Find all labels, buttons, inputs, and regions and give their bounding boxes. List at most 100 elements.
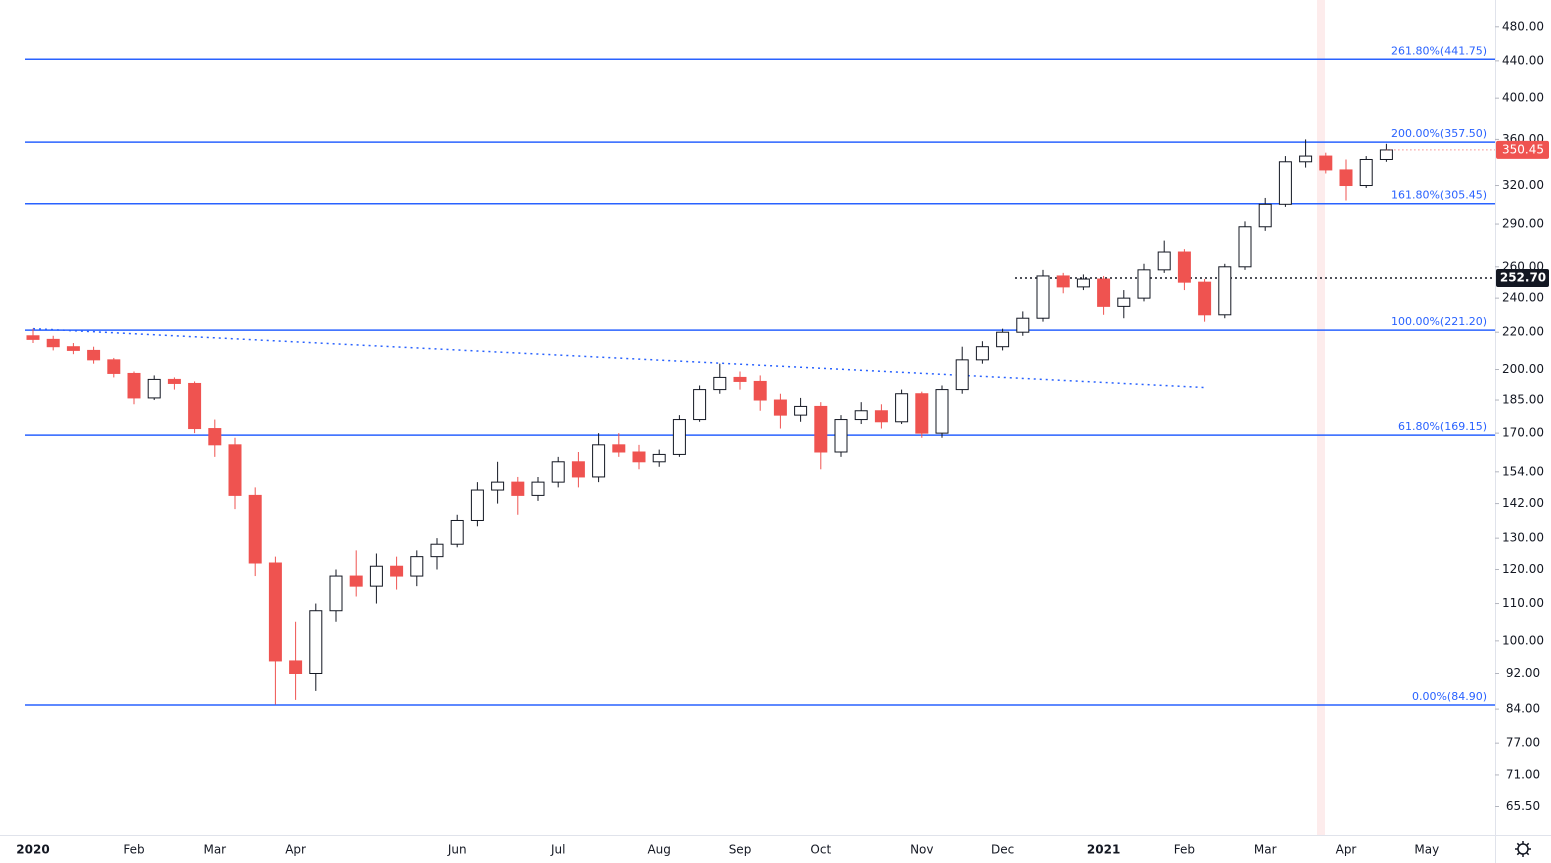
x-tick-label: Sep — [729, 843, 752, 857]
candle-body — [652, 453, 666, 463]
candle-body — [167, 378, 181, 384]
fib-label: 261.80%(441.75) — [1391, 44, 1487, 57]
candle-body — [491, 481, 505, 491]
y-tick-label: 220.00 — [1502, 325, 1544, 339]
fib-label: 100.00%(221.20) — [1391, 315, 1487, 328]
x-tick-label: Nov — [910, 843, 933, 857]
candle-body — [1157, 251, 1171, 271]
y-tick-label: 100.00 — [1502, 633, 1544, 647]
candle-body — [955, 359, 969, 391]
y-tick-label: 240.00 — [1502, 291, 1544, 305]
y-tick-label: 65.50 — [1506, 799, 1540, 813]
candle-body — [1177, 251, 1191, 283]
candle-body — [1076, 278, 1090, 288]
x-tick-label: Mar — [1254, 843, 1277, 857]
y-tick-label: 185.00 — [1502, 393, 1544, 407]
candle-body — [1238, 226, 1252, 268]
candle-body — [975, 346, 989, 361]
candle-body — [1218, 266, 1232, 316]
y-tick-label: 110.00 — [1502, 596, 1544, 610]
y-tick-label: 120.00 — [1502, 562, 1544, 576]
candle-body — [531, 481, 545, 496]
gear-teeth[interactable] — [1515, 841, 1531, 857]
y-tick-label: 71.00 — [1506, 767, 1540, 781]
candle-body — [127, 372, 141, 399]
candle-body — [1198, 281, 1212, 316]
candle-body — [895, 393, 909, 423]
candle-body — [208, 428, 222, 446]
candle-body — [773, 399, 787, 416]
candle-body — [713, 376, 727, 391]
candle-body — [1278, 161, 1292, 205]
candle-body — [1319, 155, 1333, 171]
candle-body — [1016, 317, 1030, 333]
candle-body — [188, 382, 202, 430]
x-tick-label: Dec — [991, 843, 1014, 857]
candle-body — [1117, 297, 1131, 307]
candle-body — [329, 575, 343, 612]
candle-body — [996, 331, 1010, 348]
candle-body — [1379, 149, 1393, 160]
candle-body — [1056, 275, 1070, 288]
candle-body — [571, 461, 585, 478]
candle-body — [814, 405, 828, 453]
candle-body — [915, 393, 929, 434]
y-tick-label: 480.00 — [1502, 19, 1544, 33]
x-tick-label: Jul — [550, 843, 565, 857]
candle-body — [632, 451, 646, 463]
y-tick-label: 77.00 — [1506, 736, 1540, 750]
candle-body — [511, 481, 525, 496]
candle-body — [1299, 155, 1313, 163]
candle-body — [592, 444, 606, 478]
candle-body — [612, 444, 626, 453]
x-tick-label: Jun — [447, 843, 467, 857]
highlight-band — [1317, 0, 1325, 835]
candle-body — [935, 389, 949, 434]
y-tick-label: 400.00 — [1502, 91, 1544, 105]
candle-body — [1339, 169, 1353, 187]
candle-body — [693, 389, 707, 421]
candle-body — [1036, 275, 1050, 319]
candle-body — [228, 444, 242, 496]
x-tick-label: Feb — [123, 843, 144, 857]
candle-body — [1258, 203, 1272, 228]
candle-body — [874, 410, 888, 423]
y-tick-label: 440.00 — [1502, 53, 1544, 67]
fib-label: 200.00%(357.50) — [1391, 127, 1487, 140]
fib-label: 0.00%(84.90) — [1412, 690, 1487, 703]
candle-body — [753, 380, 767, 401]
candle-body — [470, 489, 484, 521]
candle-body — [854, 410, 868, 421]
candle-body — [733, 376, 747, 382]
candle-body — [450, 519, 464, 545]
x-tick-label: 2021 — [1087, 843, 1120, 857]
settings-icon[interactable] — [1515, 841, 1531, 857]
candle-body — [289, 660, 303, 674]
x-tick-label: Oct — [810, 843, 831, 857]
x-tick-label: Apr — [285, 843, 306, 857]
fib-label: 61.80%(169.15) — [1398, 420, 1487, 433]
candle-body — [551, 461, 565, 483]
candle-body — [369, 565, 383, 587]
candle-body — [147, 378, 161, 399]
y-tick-label: 92.00 — [1506, 666, 1540, 680]
fib-label: 161.80%(305.45) — [1391, 189, 1487, 202]
y-tick-label: 200.00 — [1502, 362, 1544, 376]
y-tick-label: 154.00 — [1502, 464, 1544, 478]
candle-body — [430, 543, 444, 558]
candle-body — [26, 335, 40, 340]
candle-body — [794, 405, 808, 416]
last-price-label: 350.45 — [1502, 142, 1544, 156]
x-tick-label: Apr — [1336, 843, 1357, 857]
price-line-tag — [1496, 268, 1549, 287]
x-tick-label: Feb — [1174, 843, 1195, 857]
candle-body — [410, 556, 424, 577]
candle-body — [834, 419, 848, 453]
candle-body — [1137, 269, 1151, 299]
candle-body — [87, 349, 101, 361]
x-tick-label: 2020 — [16, 843, 49, 857]
candle-body — [309, 610, 323, 674]
last-price-tag — [1496, 140, 1549, 159]
